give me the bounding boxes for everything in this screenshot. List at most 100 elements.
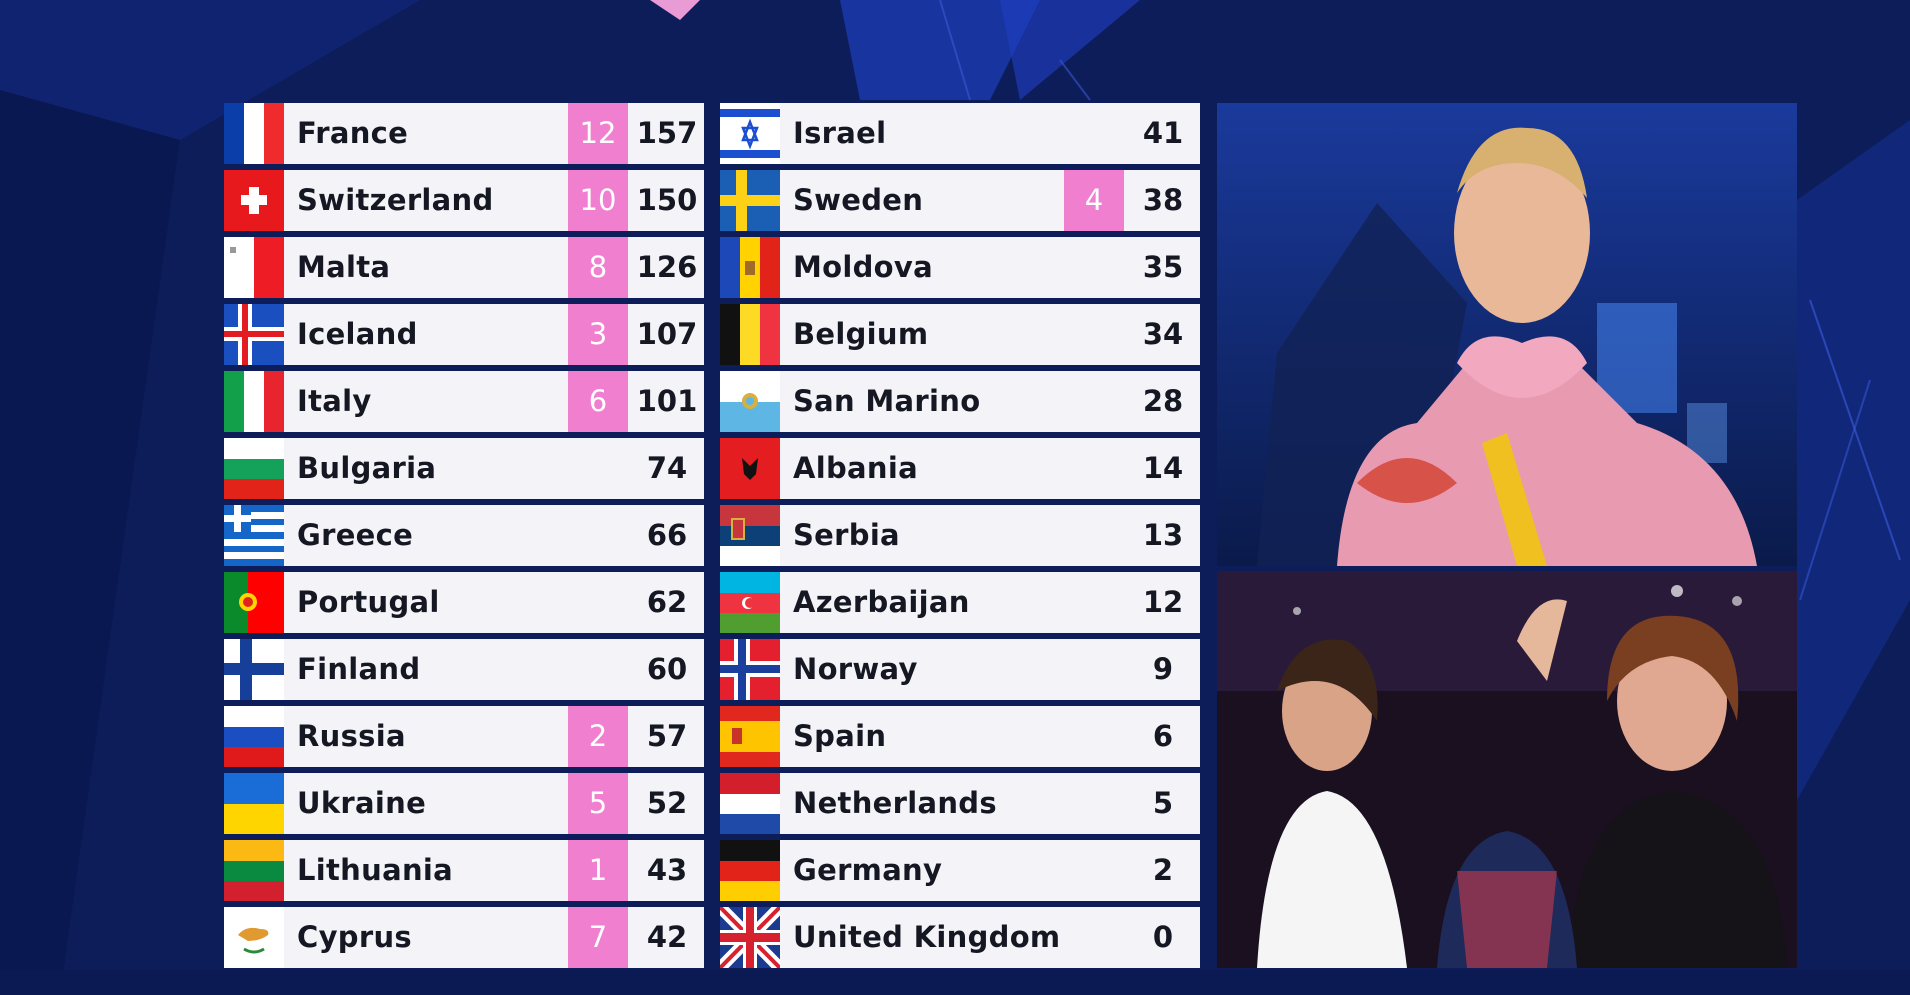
albania-flag-icon: [720, 438, 780, 499]
awarded-points-badge: 5: [568, 773, 628, 834]
germany-flag-icon: [720, 840, 780, 901]
total-points: 12: [1142, 585, 1184, 619]
green-room-video-icon: [1217, 571, 1797, 968]
scoreboard-row-portugal: Portugal 62: [224, 572, 704, 633]
finland-flag-icon: [224, 639, 284, 700]
netherlands-flag-icon: [720, 773, 780, 834]
scoreboard-row-finland: Finland 60: [224, 639, 704, 700]
sweden-flag-icon: [720, 170, 780, 231]
total-points: 34: [1142, 317, 1184, 351]
country-name: Italy: [297, 384, 372, 418]
country-name: Norway: [793, 652, 918, 686]
country-name: Israel: [793, 116, 887, 150]
lithuania-flag-icon: [224, 840, 284, 901]
country-name: Greece: [297, 518, 414, 552]
iceland-flag-icon: [224, 304, 284, 365]
scoreboard-row-cyprus: Cyprus 7 42: [224, 907, 704, 968]
total-points: 60: [646, 652, 688, 686]
israel-flag-icon: [720, 103, 780, 164]
country-name: Moldova: [793, 250, 933, 284]
total-points: 41: [1142, 116, 1184, 150]
scoreboard-row-iceland: Iceland 3 107: [224, 304, 704, 365]
serbia-flag-icon: [720, 505, 780, 566]
awarded-points-badge: 2: [568, 706, 628, 767]
total-points: 107: [636, 317, 698, 351]
moldova-flag-icon: [720, 237, 780, 298]
country-name: Lithuania: [297, 853, 453, 887]
total-points: 57: [646, 719, 688, 753]
total-points: 52: [646, 786, 688, 820]
scoreboard-left-column: France 12 157 Switzerland 10 150 Malta 8 126 Icel…: [224, 103, 704, 968]
awarded-points-badge: 8: [568, 237, 628, 298]
scoreboard-row-russia: Russia 2 57: [224, 706, 704, 767]
russia-flag-icon: [224, 706, 284, 767]
country-name: Belgium: [793, 317, 929, 351]
scoreboard-row-belgium: Belgium 34: [720, 304, 1200, 365]
scoreboard-row-albania: Albania 14: [720, 438, 1200, 499]
scoreboard-row-israel: Israel 41: [720, 103, 1200, 164]
total-points: 74: [646, 451, 688, 485]
scoreboard-row-greece: Greece 66: [224, 505, 704, 566]
country-name: Portugal: [297, 585, 440, 619]
total-points: 6: [1152, 719, 1174, 753]
country-name: France: [297, 116, 409, 150]
country-name: Spain: [793, 719, 887, 753]
scoreboard-row-italy: Italy 6 101: [224, 371, 704, 432]
country-name: Albania: [793, 451, 918, 485]
norway-flag-icon: [720, 639, 780, 700]
country-name: Iceland: [297, 317, 418, 351]
country-name: Cyprus: [297, 920, 412, 954]
total-points: 42: [646, 920, 688, 954]
total-points: 14: [1142, 451, 1184, 485]
total-points: 43: [646, 853, 688, 887]
total-points: 2: [1152, 853, 1174, 887]
total-points: 62: [646, 585, 688, 619]
scoreboard-row-moldova: Moldova 35: [720, 237, 1200, 298]
scoreboard-right-column: Israel 41 Sweden 4 38 Moldova 35 Belgium 34 San M…: [720, 103, 1200, 968]
country-name: Russia: [297, 719, 406, 753]
total-points: 38: [1142, 183, 1184, 217]
scoreboard-row-germany: Germany 2: [720, 840, 1200, 901]
greece-flag-icon: [224, 505, 284, 566]
scoreboard-row-malta: Malta 8 126: [224, 237, 704, 298]
country-name: Sweden: [793, 183, 924, 217]
portugal-flag-icon: [224, 572, 284, 633]
country-name: Switzerland: [297, 183, 494, 217]
awarded-points-badge: 10: [568, 170, 628, 231]
green-room-video: [1217, 571, 1797, 968]
country-name: Bulgaria: [297, 451, 437, 485]
scoreboard-row-san-marino: San Marino 28: [720, 371, 1200, 432]
scoreboard-row-bulgaria: Bulgaria 74: [224, 438, 704, 499]
scoreboard-row-azerbaijan: Azerbaijan 12: [720, 572, 1200, 633]
total-points: 0: [1152, 920, 1174, 954]
country-name: Ukraine: [297, 786, 427, 820]
spokesperson-video: [1217, 103, 1797, 566]
awarded-points-badge: 1: [568, 840, 628, 901]
country-name: Netherlands: [793, 786, 997, 820]
italy-flag-icon: [224, 371, 284, 432]
scoreboard-row-spain: Spain 6: [720, 706, 1200, 767]
cyprus-flag-icon: [224, 907, 284, 968]
total-points: 126: [636, 250, 698, 284]
malta-flag-icon: [224, 237, 284, 298]
total-points: 35: [1142, 250, 1184, 284]
scoreboard-row-sweden: Sweden 4 38: [720, 170, 1200, 231]
united-kingdom-flag-icon: [720, 907, 780, 968]
azerbaijan-flag-icon: [720, 572, 780, 633]
awarded-points-badge: 4: [1064, 170, 1124, 231]
awarded-points-badge: 6: [568, 371, 628, 432]
ukraine-flag-icon: [224, 773, 284, 834]
spain-flag-icon: [720, 706, 780, 767]
scoreboard-row-lithuania: Lithuania 1 43: [224, 840, 704, 901]
scoreboard-row-france: France 12 157: [224, 103, 704, 164]
scoreboard-row-netherlands: Netherlands 5: [720, 773, 1200, 834]
france-flag-icon: [224, 103, 284, 164]
total-points: 66: [646, 518, 688, 552]
total-points: 157: [636, 116, 698, 150]
country-name: Serbia: [793, 518, 900, 552]
country-name: Azerbaijan: [793, 585, 970, 619]
total-points: 28: [1142, 384, 1184, 418]
scoreboard-row-switzerland: Switzerland 10 150: [224, 170, 704, 231]
spokesperson-video-icon: [1217, 103, 1797, 566]
scoreboard-row-serbia: Serbia 13: [720, 505, 1200, 566]
